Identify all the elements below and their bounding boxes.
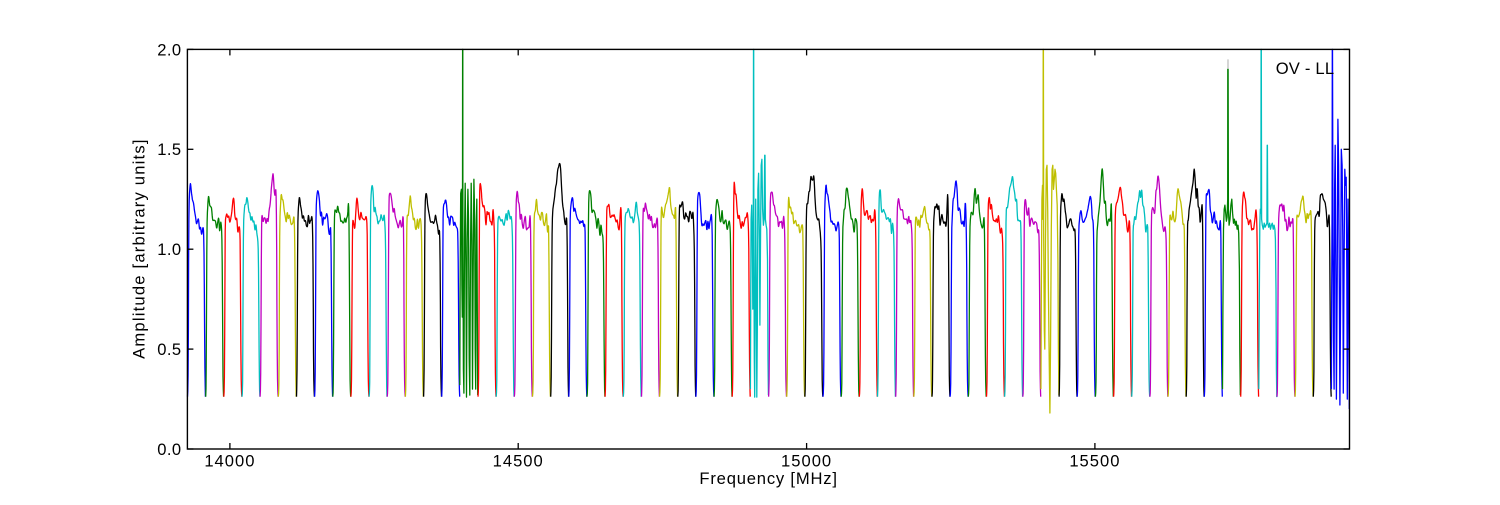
svg-text:0.5: 0.5 (157, 340, 181, 359)
svg-text:Amplitude [arbitrary units]: Amplitude [arbitrary units] (130, 138, 149, 359)
svg-text:1.5: 1.5 (157, 140, 181, 159)
svg-text:2.0: 2.0 (157, 40, 181, 59)
svg-text:OV - LL: OV - LL (1276, 59, 1335, 78)
svg-text:15500: 15500 (1069, 452, 1120, 471)
svg-text:Frequency [MHz]: Frequency [MHz] (699, 469, 837, 488)
svg-text:0.0: 0.0 (157, 440, 181, 459)
svg-text:14000: 14000 (204, 452, 255, 471)
svg-text:1.0: 1.0 (157, 240, 181, 259)
svg-text:15000: 15000 (781, 452, 832, 471)
svg-text:14500: 14500 (493, 452, 544, 471)
